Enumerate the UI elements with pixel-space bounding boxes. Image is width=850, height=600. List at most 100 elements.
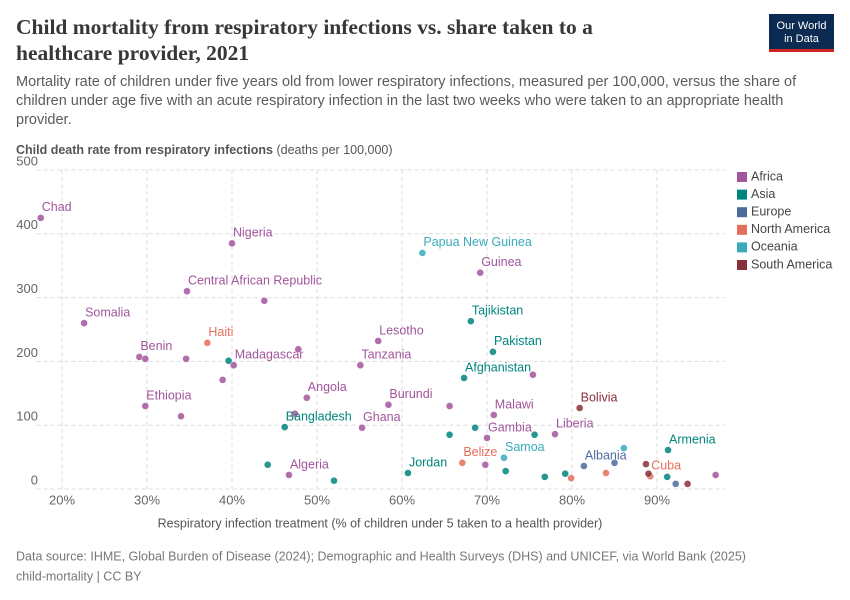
point-label: Albania <box>585 448 627 462</box>
point <box>500 454 508 462</box>
point <box>264 461 272 469</box>
point <box>374 337 382 345</box>
y-tick-label: 100 <box>16 409 38 424</box>
point <box>445 402 454 410</box>
plot: 0 100 200 300 400 500 20% 30% 40% 50% 60% 70% 80% 90%… <box>16 153 832 507</box>
point <box>476 269 484 277</box>
point <box>203 339 212 347</box>
point-label: Ghana <box>363 410 401 424</box>
logo: Our World in Data <box>769 14 834 52</box>
point <box>602 469 610 477</box>
legend-label: North America <box>751 222 830 236</box>
point-label: Haiti <box>208 325 233 339</box>
point <box>489 348 497 356</box>
legend-label: Oceania <box>751 240 798 254</box>
point <box>358 424 366 432</box>
point <box>177 412 185 420</box>
point-label: Guinea <box>481 255 521 269</box>
logo-text: Our World <box>777 20 827 32</box>
legend-swatch <box>737 260 747 270</box>
subtitle-line: children under age five with an acute re… <box>16 93 783 109</box>
x-tick-label: 70% <box>474 492 500 507</box>
legend-label: Asia <box>751 187 775 201</box>
point <box>229 361 238 369</box>
x-tick-label: 90% <box>644 492 670 507</box>
x-tick-label: 60% <box>389 492 415 507</box>
logo-bar <box>769 49 834 52</box>
point <box>224 357 233 365</box>
point <box>551 430 559 438</box>
point-label: Jordan <box>409 455 447 469</box>
y-tick-label: 400 <box>16 217 38 232</box>
title-line: Child mortality from respiratory infecti… <box>16 15 593 39</box>
point-label: Benin <box>140 339 172 353</box>
point-label: Central African Republic <box>188 274 322 288</box>
legend-label: South America <box>751 257 832 271</box>
point <box>182 355 190 363</box>
point <box>445 431 454 439</box>
point <box>529 371 537 379</box>
legend-swatch <box>737 207 747 218</box>
point-label: Belize <box>463 445 497 459</box>
point <box>530 431 539 439</box>
legend-label: Europe <box>751 204 791 218</box>
point <box>458 459 467 467</box>
x-tick-label: 50% <box>304 492 330 507</box>
point-label: Afghanistan <box>465 360 531 374</box>
point-label: Lesotho <box>379 323 424 337</box>
point-label: Ethiopia <box>146 388 191 402</box>
point-label: Burundi <box>389 387 432 401</box>
point-label: Somalia <box>85 305 130 319</box>
legend-label: Africa <box>751 169 783 183</box>
point <box>567 474 575 482</box>
point-label: Malawi <box>495 397 534 411</box>
point <box>141 355 150 363</box>
point <box>303 394 311 402</box>
point <box>644 469 653 478</box>
y-tick-label: 500 <box>16 153 38 168</box>
point <box>471 424 479 432</box>
point <box>294 345 302 353</box>
y-tick-label: 200 <box>16 345 38 360</box>
point <box>260 297 268 305</box>
point <box>356 361 365 369</box>
point <box>672 480 680 488</box>
x-tick-label: 20% <box>49 492 75 507</box>
point-label: Nigeria <box>233 226 273 240</box>
point <box>218 376 227 384</box>
x-axis-title: Respiratory infection treatment (% of ch… <box>158 516 603 530</box>
point-label: Cuba <box>651 459 681 473</box>
point <box>481 461 489 469</box>
point-label: Madagascar <box>235 348 304 362</box>
point <box>183 287 191 295</box>
point-label: Papua New Guinea <box>423 235 531 249</box>
point <box>610 459 619 467</box>
point <box>580 462 588 470</box>
point <box>228 239 236 248</box>
legend-swatch <box>737 189 747 200</box>
point-label: Bangladesh <box>286 409 352 423</box>
legend-swatch <box>737 172 747 182</box>
point-label: Algeria <box>290 457 329 471</box>
point <box>281 423 289 431</box>
legend-swatch <box>737 242 747 253</box>
point <box>483 434 491 442</box>
point-label: Tanzania <box>361 348 411 362</box>
y-axis-title: Child death rate from respiratory infect… <box>16 143 393 157</box>
point <box>467 317 475 325</box>
point <box>683 480 692 488</box>
y-axis-unit: (deaths per 100,000) <box>276 143 392 157</box>
point-label: Liberia <box>556 416 594 430</box>
point-label: Samoa <box>505 440 545 454</box>
logo-box <box>769 14 834 52</box>
point-label: Chad <box>42 200 72 214</box>
y-axis-label: Child death rate from respiratory infect… <box>16 143 273 157</box>
point <box>404 469 412 477</box>
subtitle-line: provider. <box>16 112 72 128</box>
x-tick-label: 80% <box>559 492 585 507</box>
x-tick-label: 30% <box>134 492 160 507</box>
point-label: Tajikistan <box>472 304 523 318</box>
point-label: Gambia <box>488 420 532 434</box>
source: Data source: IHME, Global Burden of Dise… <box>16 549 746 563</box>
point-label: Armenia <box>669 432 716 446</box>
